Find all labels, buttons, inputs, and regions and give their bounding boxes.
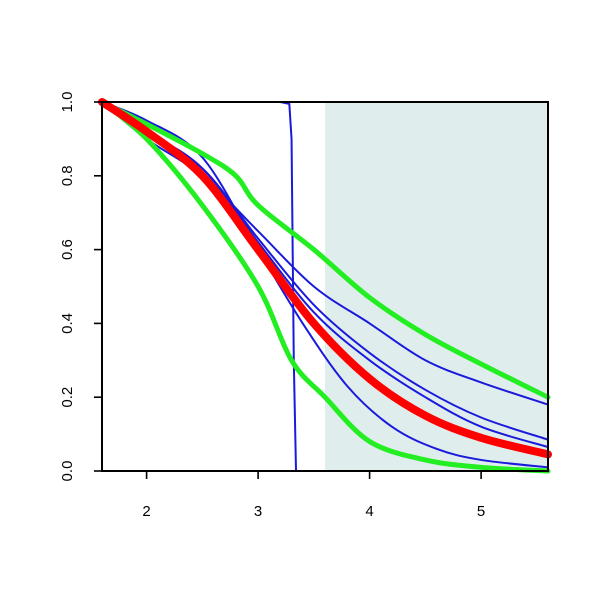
series-line-green-6 [99,99,551,400]
x-tick-label: 5 [477,503,485,520]
series-line-blue-2 [101,101,549,469]
plot-frame [101,101,549,472]
y-tick-label: 0.8 [59,165,76,186]
x-tick-label: 4 [365,503,373,520]
series-line-blue-5 [101,101,549,406]
series-line-green-7 [99,99,551,474]
y-tick-label: 1.0 [59,92,76,113]
y-tick-label: 0.4 [59,313,76,334]
shaded-region-layer [325,102,548,471]
shaded-region [325,102,548,471]
y-axis: 0.0 0.2 0.4 0.6 0.8 1.0 [59,92,102,482]
series-layer [98,98,552,474]
y-tick-label: 0.2 [59,387,76,408]
y-tick-label: 0.0 [59,461,76,482]
x-tick-label: 3 [254,503,262,520]
x-axis: 2 3 4 5 [142,471,485,520]
series-line-red-8 [98,98,552,459]
y-tick-label: 0.6 [59,239,76,260]
x-tick-label: 2 [142,503,150,520]
